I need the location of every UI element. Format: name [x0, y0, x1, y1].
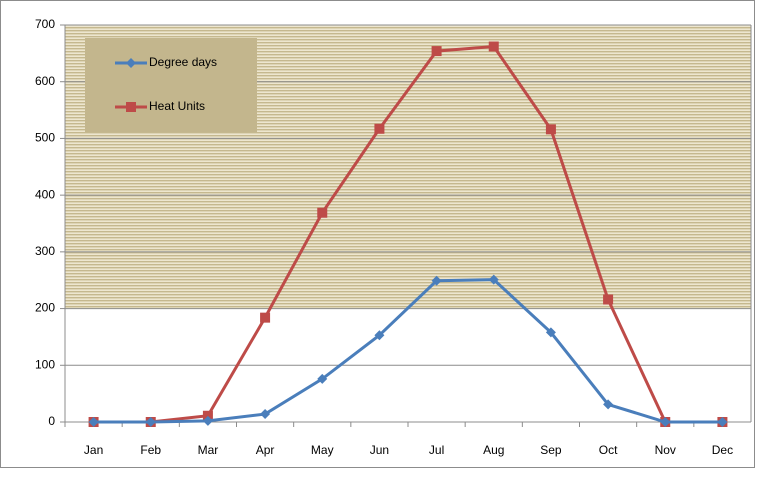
point [260, 312, 271, 323]
y-tick-label: 0 [48, 414, 55, 428]
y-tick-label: 700 [35, 17, 55, 31]
y-tick-label: 400 [35, 187, 55, 201]
y-tick-label: 200 [35, 301, 55, 315]
y-tick-label: 300 [35, 244, 55, 258]
x-tick-label: Jan [84, 443, 103, 457]
x-tick-label: Aug [483, 443, 504, 457]
series-line [93, 278, 723, 424]
point [431, 275, 442, 286]
point [88, 417, 99, 427]
point [488, 41, 499, 52]
series-line [93, 44, 723, 424]
legend-label: Heat Units [149, 99, 205, 113]
y-tick-label: 100 [35, 357, 55, 371]
legend-box [85, 38, 257, 132]
point [603, 294, 614, 305]
x-tick-label: Mar [198, 443, 219, 457]
x-tick-label: Dec [712, 443, 733, 457]
x-tick-label: May [311, 443, 334, 457]
point [717, 417, 728, 427]
point [374, 123, 385, 134]
point [317, 207, 328, 218]
point [374, 330, 385, 341]
point [202, 410, 213, 421]
x-tick-label: Apr [256, 443, 275, 457]
point [488, 274, 499, 285]
x-tick-label: Jun [370, 443, 389, 457]
point [202, 415, 213, 426]
y-tick-label: 500 [35, 131, 55, 145]
point [545, 124, 556, 135]
y-tick-label: 600 [35, 74, 55, 88]
x-tick-label: Oct [599, 443, 618, 457]
legend-label: Degree days [149, 55, 217, 69]
legend-marker [126, 102, 136, 112]
x-tick-label: Feb [140, 443, 161, 457]
legend-marker [126, 58, 136, 68]
point [317, 373, 328, 384]
x-tick-label: Sep [540, 443, 562, 457]
x-tick-label: Jul [429, 443, 444, 457]
x-tick-label: Nov [655, 443, 676, 457]
point [145, 417, 156, 427]
point [660, 417, 671, 427]
point [545, 327, 556, 338]
point [431, 46, 442, 57]
point [260, 409, 271, 420]
point [603, 399, 614, 410]
